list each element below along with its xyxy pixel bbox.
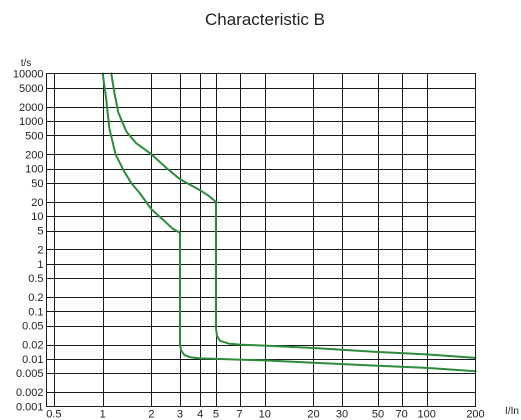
y-tick-label: 100 [25,164,43,176]
x-tick-label: 20 [307,409,319,420]
chart-title: Characteristic B [205,10,325,29]
y-tick-label: 0.002 [16,387,44,399]
y-tick-label: 5 [37,226,43,238]
y-tick-label: 20 [31,197,43,209]
y-tick-label: 0.001 [16,402,44,414]
y-tick-label: 0.1 [28,306,43,318]
y-tick-label: 2000 [19,102,43,114]
x-tick-label: 0.5 [46,409,61,420]
y-tick-label: 0.05 [22,321,43,333]
x-tick-label: 4 [197,409,203,420]
y-tick-label: 0.01 [22,354,43,366]
x-tick-label: 10 [259,409,271,420]
x-tick-label: 30 [336,409,348,420]
y-tick-labels: 0.001 0.002 0.005 0.01 0.02 0.05 0.1 0.2 0.5 1 2 5 1… [13,69,44,414]
y-tick-label: 1000 [19,116,43,128]
y-tick-label: 0.2 [28,292,43,304]
grid-lines [46,73,476,407]
y-tick-label: 50 [31,178,43,190]
x-tick-label: 7 [237,409,243,420]
characteristic-curves [101,72,477,373]
x-tick-label: 2 [148,409,154,420]
x-tick-label: 50 [372,409,384,420]
y-axis-label: t/s [21,58,32,69]
x-axis-label: I/In [505,406,519,417]
x-tick-label: 70 [396,409,408,420]
characteristic-curve-1 [101,72,477,373]
y-tick-label: 1 [37,259,43,271]
y-tick-label: 5000 [19,83,43,95]
plot-area-border [46,73,476,407]
y-tick-label: 2 [37,244,43,256]
x-tick-label: 5 [213,409,219,420]
x-tick-label: 200 [466,409,484,420]
y-tick-label: 10000 [13,69,44,81]
y-tick-label: 0.02 [22,340,43,352]
y-tick-label: 500 [25,130,43,142]
x-tick-label: 100 [418,409,436,420]
y-tick-label: 200 [25,149,43,161]
x-tick-labels: 0.5 1 2 3 4 5 7 10 20 30 50 70 100 200 [46,409,484,420]
y-tick-label: 10 [31,211,43,223]
y-tick-label: 0.5 [28,273,43,285]
characteristic-curve-2 [110,72,477,359]
x-tick-label: 1 [100,409,106,420]
y-tick-label: 0.005 [16,368,44,380]
x-tick-label: 3 [177,409,183,420]
